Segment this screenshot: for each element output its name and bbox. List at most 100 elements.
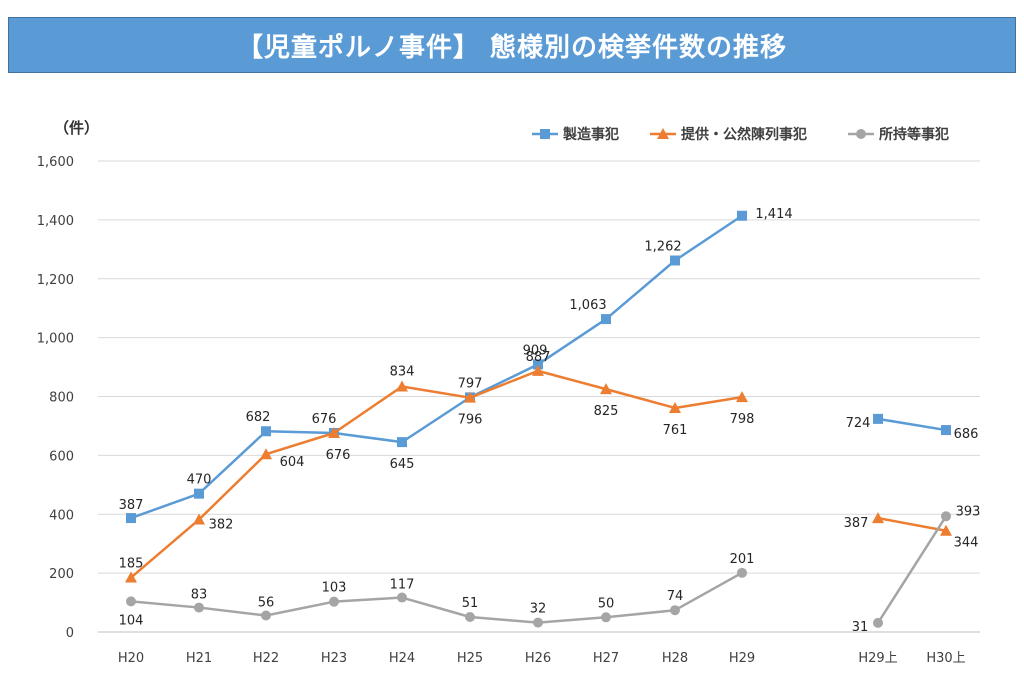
data-label-teikyo: 887 — [526, 350, 551, 365]
legend-swatch-marker — [657, 128, 669, 139]
data-point-seizo — [261, 426, 271, 437]
data-label-teikyo: 834 — [390, 364, 415, 379]
series-line-seizo — [877, 417, 947, 432]
data-label-shoji: 51 — [462, 596, 479, 611]
data-label-shoji: 201 — [730, 552, 755, 567]
data-label-shoji: 103 — [322, 581, 347, 596]
data-label-shoji: 104 — [119, 613, 144, 628]
data-label-teikyo: 387 — [844, 516, 869, 531]
data-label-seizo: 1,063 — [569, 298, 606, 313]
title-banner: 【児童ポルノ事件】 態様別の検挙件数の推移 — [8, 17, 1016, 73]
y-axis-label: （件） — [54, 119, 99, 137]
data-point-teikyo — [669, 401, 681, 413]
data-point-shoji — [941, 511, 951, 522]
x-tick-label: H29 — [729, 651, 755, 666]
data-label-shoji: 50 — [598, 596, 615, 611]
data-point-seizo — [397, 437, 407, 448]
x-tick-label: H21 — [186, 651, 212, 666]
data-point-seizo — [737, 210, 747, 221]
data-point-seizo — [601, 314, 611, 325]
data-point-shoji — [261, 610, 271, 621]
data-label-seizo: 676 — [312, 412, 337, 427]
data-label-seizo: 797 — [458, 376, 483, 391]
data-point-shoji — [670, 605, 680, 616]
series-line-seizo — [130, 214, 743, 520]
data-point-teikyo — [193, 513, 205, 525]
data-point-teikyo — [260, 448, 272, 460]
y-tick-label: 1,200 — [37, 273, 74, 288]
data-point-teikyo — [396, 380, 408, 392]
data-label-seizo: 1,262 — [644, 239, 681, 254]
data-label-teikyo: 798 — [730, 412, 755, 427]
page-title: 【児童ポルノ事件】 態様別の検挙件数の推移 — [236, 32, 788, 63]
data-point-teikyo — [532, 364, 544, 376]
y-tick-label: 1,000 — [37, 332, 74, 347]
data-label-teikyo: 761 — [663, 423, 688, 438]
data-point-shoji — [194, 602, 204, 613]
legend-swatch-marker — [856, 129, 866, 139]
x-tick-label: H20 — [118, 651, 144, 666]
data-label-seizo: 470 — [187, 473, 212, 488]
data-label-shoji: 393 — [956, 504, 981, 519]
x-tick-label: H22 — [253, 651, 279, 666]
data-label-seizo: 387 — [119, 498, 144, 513]
data-label-teikyo: 185 — [119, 557, 144, 572]
data-point-shoji — [873, 617, 883, 628]
data-label-shoji: 32 — [530, 602, 547, 617]
data-label-teikyo: 604 — [280, 455, 305, 470]
x-tick-label: H24 — [389, 651, 415, 666]
data-point-shoji — [465, 611, 475, 622]
data-point-shoji — [397, 592, 407, 603]
data-point-seizo — [194, 488, 204, 499]
data-label-teikyo: 796 — [458, 413, 483, 428]
y-tick-label: 1,400 — [37, 214, 74, 229]
y-tick-label: 800 — [49, 391, 74, 406]
data-point-seizo — [533, 359, 543, 370]
y-tick-label: 400 — [49, 508, 74, 523]
data-label-shoji: 117 — [390, 578, 415, 593]
data-point-shoji — [533, 617, 543, 628]
data-label-seizo: 686 — [954, 427, 979, 442]
legend-label: 提供・公然陳列事犯 — [681, 126, 807, 143]
data-label-seizo: 909 — [523, 343, 548, 358]
legend-label: 所持等事犯 — [879, 126, 949, 143]
data-point-shoji — [126, 596, 136, 607]
data-point-teikyo — [940, 524, 952, 536]
data-label-shoji: 74 — [667, 589, 684, 604]
data-point-shoji — [737, 567, 747, 578]
data-label-teikyo: 825 — [594, 404, 619, 419]
y-tick-label: 600 — [49, 449, 74, 464]
data-label-seizo: 1,414 — [755, 207, 792, 222]
data-point-seizo — [873, 413, 883, 424]
x-tick-label: H25 — [457, 651, 483, 666]
y-tick-label: 1,600 — [37, 155, 74, 170]
x-tick-label: H26 — [525, 651, 551, 666]
y-tick-label: 200 — [49, 567, 74, 582]
data-point-shoji — [329, 596, 339, 607]
data-point-teikyo — [736, 391, 748, 403]
series-line-teikyo — [130, 369, 743, 579]
data-label-teikyo: 344 — [954, 536, 979, 551]
x-tick-label: H30上 — [926, 651, 965, 666]
data-point-teikyo — [600, 383, 612, 395]
data-point-seizo — [670, 255, 680, 266]
series-line-shoji — [130, 571, 743, 624]
data-label-seizo: 682 — [246, 410, 271, 425]
data-point-seizo — [126, 513, 136, 524]
data-point-teikyo — [872, 512, 884, 524]
data-label-shoji: 31 — [852, 620, 869, 635]
series-line-teikyo — [877, 516, 947, 532]
x-tick-label: H29上 — [858, 651, 897, 666]
data-label-shoji: 56 — [258, 596, 275, 611]
x-tick-label: H27 — [593, 651, 619, 666]
y-tick-label: 0 — [66, 626, 74, 641]
data-point-teikyo — [328, 427, 340, 439]
data-label-seizo: 645 — [390, 457, 415, 472]
series-line-shoji — [876, 515, 948, 624]
data-point-seizo — [941, 425, 951, 436]
x-tick-label: H23 — [321, 651, 347, 666]
data-point-teikyo — [464, 391, 476, 403]
data-label-teikyo: 382 — [209, 518, 234, 533]
data-label-shoji: 83 — [191, 588, 208, 603]
